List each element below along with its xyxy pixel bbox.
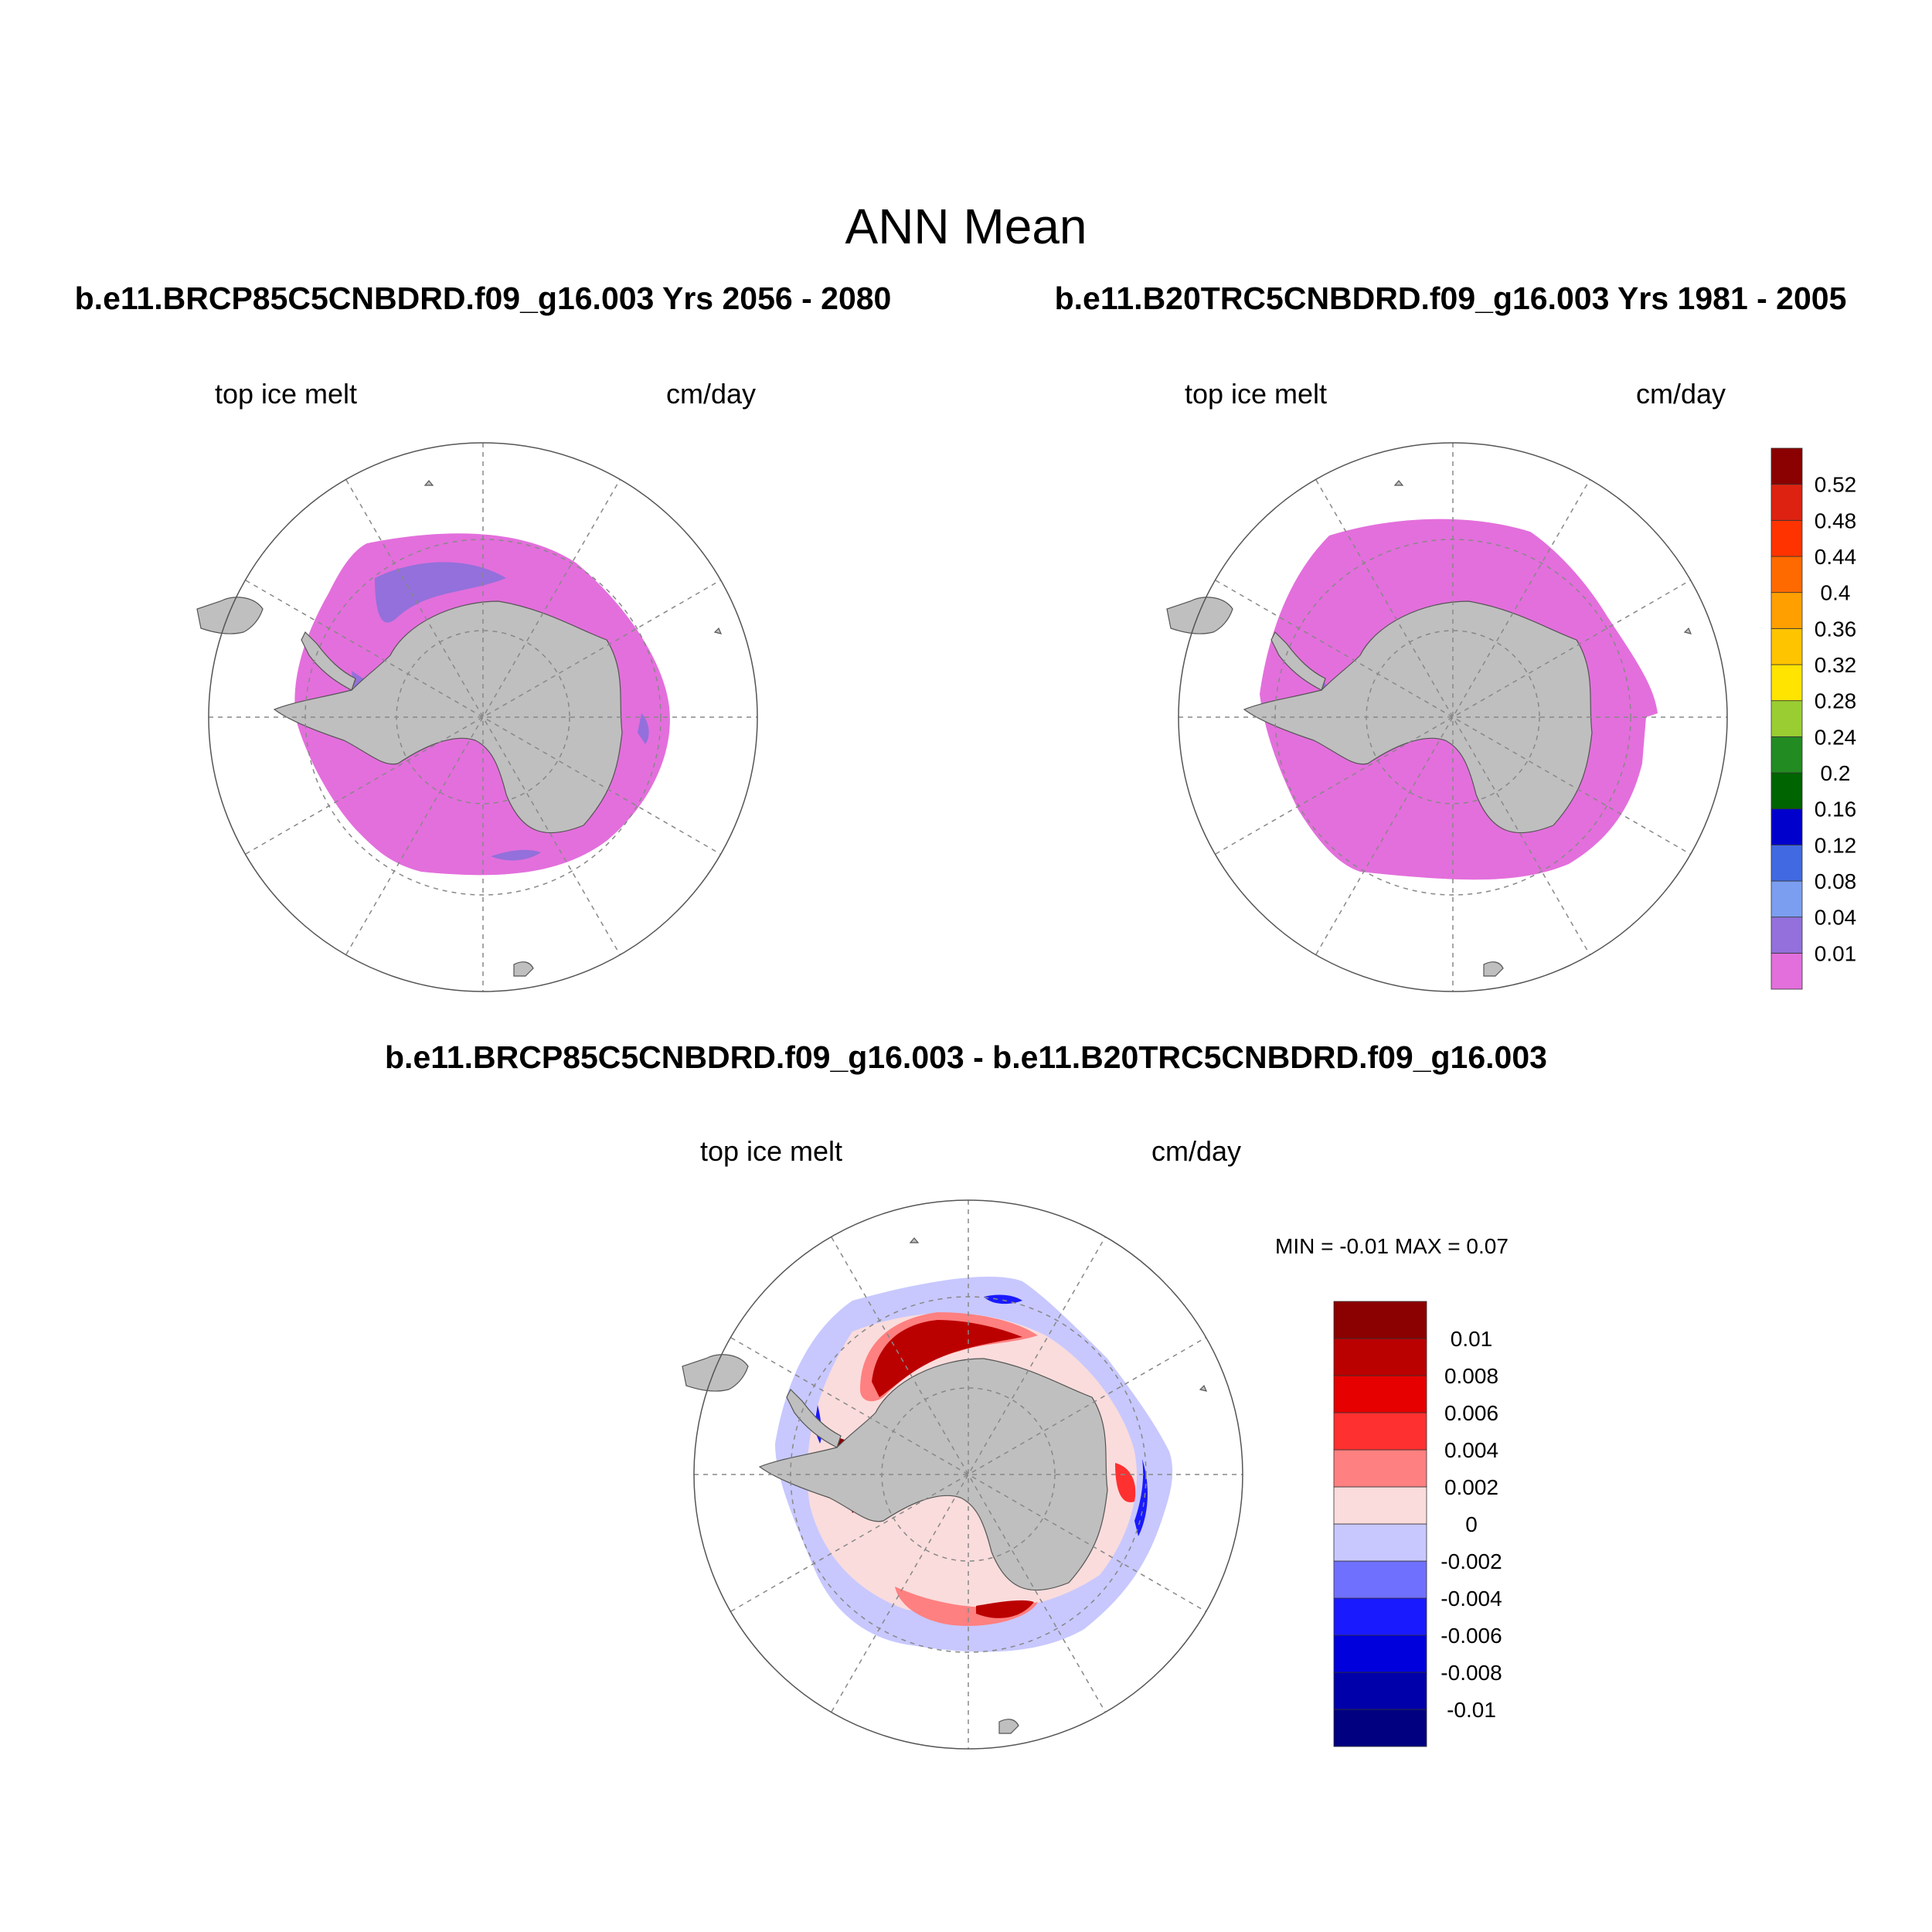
colorbar-top-tick-label: 0.08: [1815, 869, 1857, 893]
diff-max-positive-north: [872, 1320, 1022, 1397]
panel-2-heading: b.e11.B20TRC5CNBDRD.f09_g16.003 Yrs 1981…: [1055, 281, 1847, 316]
colorbar-top-tick-label: 0.44: [1815, 545, 1857, 569]
colorbar-top-tick-label: 0.4: [1821, 581, 1851, 605]
panel-1-map: [196, 442, 758, 992]
low-melt-patch-south: [491, 849, 541, 861]
colorbar-difference: -0.01 -0.008 -0.006 -0.004 -0.002 0 0.002 0.004…: [1333, 1301, 1502, 1747]
low-melt-patch: [375, 562, 506, 623]
colorbar-top-tick-label: 0.24: [1815, 725, 1857, 749]
panel-3-units: cm/day: [1151, 1135, 1241, 1167]
panel-1-units: cm/day: [666, 378, 756, 410]
colorbar-top-box: [1770, 952, 1803, 990]
colorbar-top-tick-label: 0.52: [1815, 473, 1857, 497]
colorbar-diff-box: [1333, 1412, 1427, 1451]
colorbar-diff-box: [1333, 1375, 1427, 1413]
colorbar-diff-box: [1333, 1523, 1427, 1562]
figure-title: ANN Mean: [845, 199, 1087, 254]
colorbar-top-box: [1770, 556, 1803, 594]
diff-negative-north: [984, 1294, 1022, 1304]
colorbar-top-tick-label: 0.16: [1815, 798, 1857, 821]
panel-3-map: [682, 1199, 1243, 1750]
colorbar-diff-tick-label: -0.006: [1440, 1624, 1502, 1648]
map-rim: [208, 442, 758, 992]
colorbar-diff-tick-label: 0.01: [1451, 1327, 1493, 1351]
colorbar-diff-box: [1333, 1709, 1427, 1747]
graticule: [694, 1200, 1243, 1749]
colorbar-diff-box: [1333, 1560, 1427, 1599]
colorbar-diff-tick-label: 0.002: [1444, 1475, 1498, 1499]
colorbar-diff-tick-label: -0.008: [1440, 1661, 1502, 1685]
colorbar-diff-tick-label: 0.008: [1444, 1364, 1498, 1388]
colorbar-top-tick-label: 0.48: [1815, 509, 1857, 532]
colorbar-diff-box: [1333, 1672, 1427, 1710]
panel-2-units: cm/day: [1636, 378, 1726, 410]
colorbar-top-box: [1770, 772, 1803, 810]
map-rim: [1178, 442, 1728, 992]
panel-1: b.e11.BRCP85C5CNBDRD.f09_g16.003 Yrs 205…: [75, 281, 892, 992]
colorbar-diff-tick-label: 0.006: [1444, 1401, 1498, 1425]
colorbar-top-tick-label: 0.32: [1815, 653, 1857, 677]
graticule: [1179, 443, 1727, 992]
colorbar-diff-box: [1333, 1597, 1427, 1636]
panel-3: b.e11.BRCP85C5CNBDRD.f09_g16.003 - b.e11…: [385, 1039, 1547, 1750]
colorbar-diff-tick-label: -0.01: [1447, 1698, 1496, 1722]
colorbar-diff-tick-label: 0.004: [1444, 1438, 1498, 1462]
colorbar-top-tick-label: 0.2: [1821, 761, 1851, 785]
panel-1-field-label: top ice melt: [215, 378, 357, 410]
colorbar-top-box: [1770, 592, 1803, 629]
colorbar-diff-box: [1333, 1486, 1427, 1525]
colorbar-diff-tick-label: -0.002: [1440, 1549, 1502, 1573]
colorbar-top-box: [1770, 628, 1803, 665]
colorbar-diff-tick-label: 0: [1465, 1512, 1478, 1536]
panel-3-min-max-stats: MIN = -0.01 MAX = 0.07: [1275, 1234, 1509, 1258]
colorbar-top-tick-label: 0.36: [1815, 617, 1857, 641]
colorbar-top-box: [1770, 736, 1803, 774]
colorbar-top-box: [1770, 844, 1803, 882]
diff-negative-east: [1134, 1459, 1148, 1536]
colorbar-top-tick-label: 0.28: [1815, 689, 1857, 713]
low-melt-patch-east: [638, 713, 649, 744]
colorbar-top: 0.01 0.04 0.08 0.12 0.16 0.2 0.24 0.28 0.32 0.36 0…: [1770, 447, 1857, 990]
colorbar-top-box: [1770, 484, 1803, 521]
colorbar-top-tick-label: 0.04: [1815, 906, 1857, 930]
colorbar-top-box: [1770, 447, 1803, 485]
graticule: [209, 443, 757, 992]
colorbar-top-tick-label: 0.12: [1815, 833, 1857, 857]
panel-2: b.e11.B20TRC5CNBDRD.f09_g16.003 Yrs 1981…: [1055, 281, 1847, 992]
colorbar-diff-box: [1333, 1338, 1427, 1376]
panel-2-field-label: top ice melt: [1185, 378, 1327, 410]
colorbar-top-box: [1770, 880, 1803, 918]
colorbar-diff-tick-label: -0.004: [1440, 1587, 1502, 1611]
panel-2-map: [1166, 442, 1728, 992]
colorbar-top-box: [1770, 917, 1803, 954]
diff-max-positive-south: [976, 1600, 1034, 1618]
map-rim: [693, 1199, 1243, 1750]
panel-3-heading: b.e11.BRCP85C5CNBDRD.f09_g16.003 - b.e11…: [385, 1039, 1547, 1075]
panel-3-field-label: top ice melt: [700, 1135, 842, 1167]
colorbar-diff-box: [1333, 1634, 1427, 1673]
diff-positive-east: [1115, 1463, 1136, 1502]
colorbar-top-box: [1770, 664, 1803, 702]
colorbar-top-box: [1770, 808, 1803, 845]
colorbar-diff-box: [1333, 1449, 1427, 1488]
colorbar-top-tick-label: 0.01: [1815, 941, 1857, 965]
colorbar-top-box: [1770, 519, 1803, 557]
colorbar-diff-box: [1333, 1301, 1427, 1339]
colorbar-top-box: [1770, 700, 1803, 737]
panel-1-heading: b.e11.BRCP85C5CNBDRD.f09_g16.003 Yrs 205…: [75, 281, 892, 316]
